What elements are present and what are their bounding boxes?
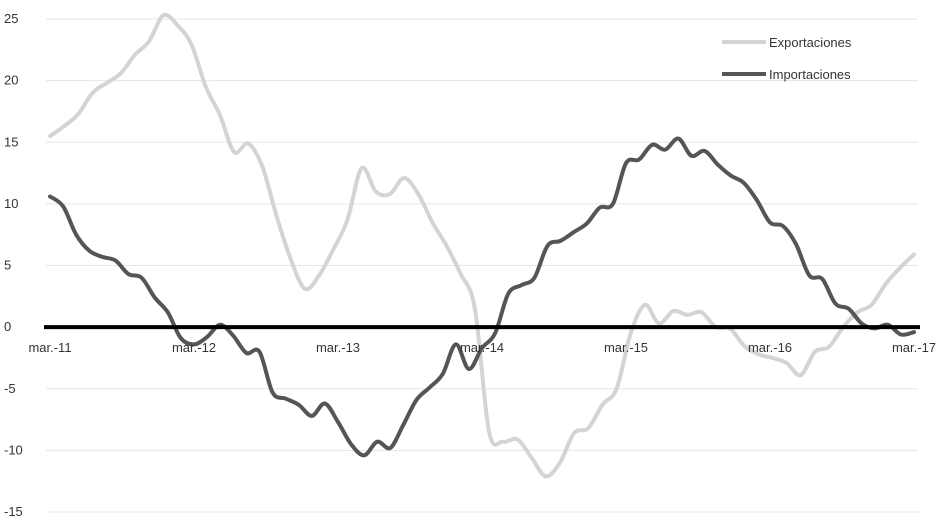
x-tick-label: mar.-11	[28, 340, 71, 355]
x-tick-label: mar.-16	[748, 340, 792, 355]
y-tick-label: 5	[4, 258, 11, 273]
gridlines	[46, 18, 918, 513]
x-tick-label: mar.-12	[172, 340, 216, 355]
legend-label: Exportaciones	[769, 35, 852, 50]
x-tick-label: mar.-17	[892, 340, 936, 355]
y-axis-ticks: 25 20 15 10 5 0 -5 -10 -15	[4, 11, 23, 518]
y-tick-label: -15	[4, 504, 23, 518]
x-tick-label: mar.-15	[604, 340, 648, 355]
x-axis-ticks: mar.-11 mar.-12 mar.-13 mar.-14 mar.-15 mar.-…	[28, 340, 936, 355]
series-line-exportaciones	[48, 12, 916, 479]
legend-label: Importaciones	[769, 67, 851, 82]
y-tick-label: 25	[4, 11, 18, 26]
y-tick-label: 20	[4, 73, 18, 88]
y-tick-label: 10	[4, 196, 18, 211]
y-tick-label: 0	[4, 319, 11, 334]
series-line-importaciones	[48, 136, 916, 458]
series-lines	[48, 12, 916, 479]
x-tick-label: mar.-13	[316, 340, 360, 355]
y-tick-label: 15	[4, 134, 18, 149]
x-tick-label: mar.-14	[460, 340, 504, 355]
legend: Exportaciones Importaciones	[722, 35, 852, 82]
y-tick-label: -10	[4, 442, 23, 457]
y-tick-label: -5	[4, 381, 16, 396]
